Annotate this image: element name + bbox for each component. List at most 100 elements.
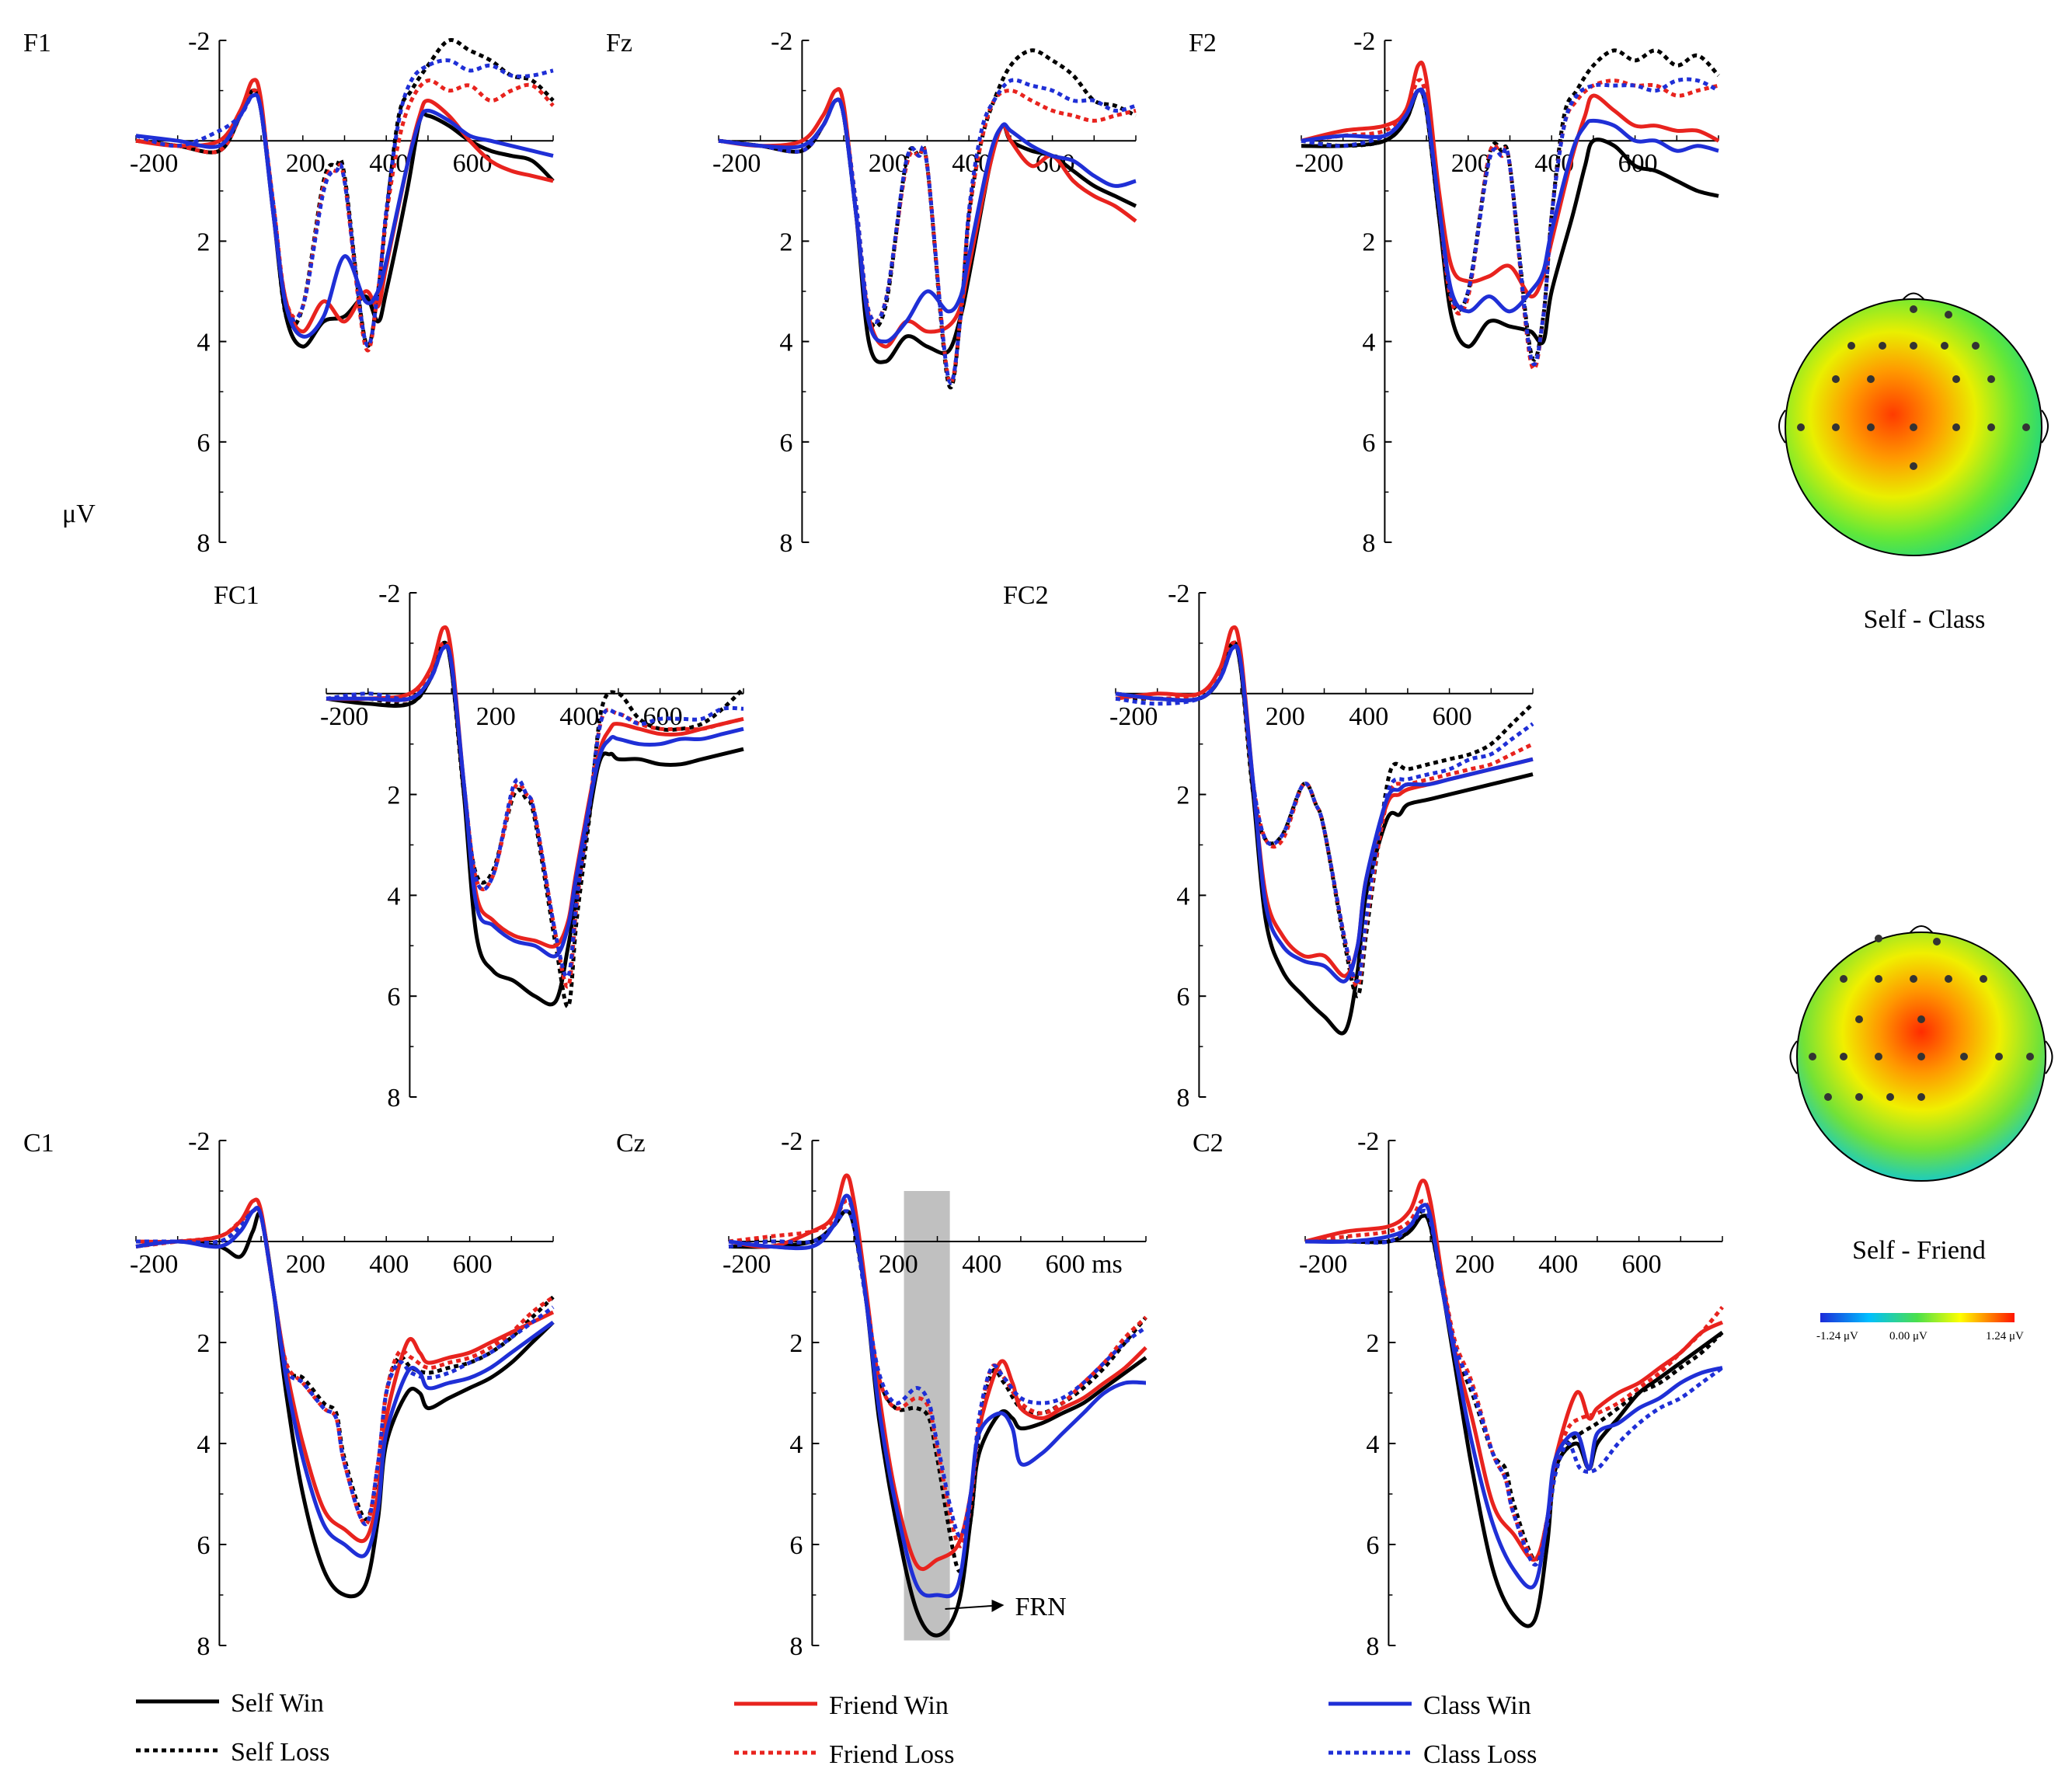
x-tick-label: 600 <box>1433 702 1472 731</box>
electrode-dot <box>1945 975 1952 983</box>
series-friend-win <box>1304 1179 1724 1562</box>
series-class-win <box>728 1193 1147 1599</box>
electrode-dot <box>1910 342 1917 350</box>
x-tick-label: 400 <box>1538 1250 1578 1279</box>
legend-item-self-win: Self Win <box>136 1689 324 1718</box>
y-tick-label: 2 <box>387 782 400 810</box>
x-tick-label: -200 <box>723 1250 771 1279</box>
series-class-win <box>1301 87 1719 314</box>
series-friend-win <box>728 1173 1147 1572</box>
legend: Self Win Self Loss Friend Win Friend Los… <box>136 1689 1537 1769</box>
legend-item-class-loss: Class Loss <box>1329 1740 1537 1769</box>
electrode-dot <box>1917 1053 1925 1060</box>
x-tick-label: 600 <box>453 149 493 178</box>
x-tick-label: 200 <box>476 702 516 731</box>
x-tick-label: 200 <box>869 149 908 178</box>
y-tick-label: 8 <box>1362 529 1375 558</box>
series-friend-win <box>135 78 554 334</box>
y-tick-label: -2 <box>771 27 792 56</box>
y-tick-label: 8 <box>197 529 210 558</box>
electrode-dot <box>1867 375 1875 383</box>
y-tick-label: -2 <box>378 580 400 608</box>
electrode-dot <box>1917 1093 1925 1101</box>
electrode-dot <box>1879 342 1886 350</box>
y-tick-label: 2 <box>779 228 792 256</box>
legend-label: Class Win <box>1423 1691 1531 1720</box>
electrode-dot <box>1840 1053 1847 1060</box>
electrode-dot <box>1941 342 1948 350</box>
y-tick-label: 8 <box>789 1632 803 1661</box>
y-tick-label: -2 <box>188 27 210 56</box>
y-tick-label: 8 <box>387 1084 400 1113</box>
y-tick-label: 4 <box>779 329 792 357</box>
series-class-loss <box>1301 77 1720 367</box>
erp-panel-c2: -2 2 4 6 8 -200 200 400 600 C2 <box>1193 1127 1724 1661</box>
x-tick-label: 200 <box>286 149 326 178</box>
y-tick-label: 4 <box>1362 329 1375 357</box>
series-class-win <box>1304 1203 1723 1590</box>
electrode-dot <box>2026 1053 2034 1060</box>
x-tick-label: 600 <box>1622 1250 1662 1279</box>
x-tick-label: -200 <box>130 149 178 178</box>
electrode-dot <box>1910 423 1917 431</box>
x-tick-label: 400 <box>559 702 599 731</box>
legend-label: Self Win <box>231 1689 324 1718</box>
y-tick-label: 6 <box>1176 983 1189 1012</box>
y-tick-label: -2 <box>1353 27 1375 56</box>
electrode-dot <box>1886 1093 1894 1101</box>
electrode-dot <box>1840 975 1847 983</box>
legend-label: Friend Loss <box>829 1740 955 1769</box>
colorbar-max-label: 1.24 μV <box>1986 1330 2024 1342</box>
y-tick-label: 2 <box>1362 228 1375 256</box>
electrode-dot <box>1809 1053 1816 1060</box>
panel-title: C2 <box>1193 1129 1224 1158</box>
topomap-self-class: Self - Class <box>1778 292 2049 634</box>
y-tick-label: 6 <box>779 429 792 458</box>
unit-label: μV <box>62 500 96 528</box>
electrode-dot <box>2022 423 2030 431</box>
y-tick-label: 8 <box>197 1632 210 1661</box>
y-tick-label: 2 <box>197 228 210 256</box>
electrode-dot <box>1933 938 1941 945</box>
series-self-loss <box>1301 48 1720 362</box>
electrode-dot <box>1952 423 1960 431</box>
electrode-dot <box>1832 375 1840 383</box>
x-tick-label: -200 <box>712 149 761 178</box>
y-tick-label: 6 <box>197 429 210 458</box>
y-tick-label: 4 <box>387 882 400 911</box>
panel-title: F2 <box>1189 29 1217 57</box>
electrode-dot <box>1875 1053 1882 1060</box>
electrode-dot <box>1910 305 1917 313</box>
x-tick-label: 200 <box>879 1250 918 1279</box>
y-tick-label: 8 <box>1176 1084 1189 1113</box>
electrode-dot <box>1855 1015 1863 1023</box>
frn-arrow <box>945 1605 992 1610</box>
electrode-dot <box>1824 1093 1832 1101</box>
series-self-win <box>135 1211 555 1599</box>
series-class-loss <box>718 78 1137 385</box>
colorbar-mid-label: 0.00 μV <box>1889 1330 1927 1342</box>
y-tick-label: 8 <box>779 529 792 558</box>
series-class-loss <box>1115 643 1534 984</box>
electrode-dot <box>1855 1093 1863 1101</box>
right-ear-icon <box>2045 1040 2053 1074</box>
x-tick-label: 600 ms <box>1046 1250 1123 1279</box>
panel-title: Cz <box>616 1129 646 1158</box>
electrode-dot <box>1910 462 1917 470</box>
series-friend-loss <box>728 1199 1147 1548</box>
x-tick-label: 400 <box>369 1250 409 1279</box>
electrode-dot <box>1987 423 1995 431</box>
y-tick-label: -2 <box>188 1127 210 1156</box>
y-tick-label: 6 <box>1362 429 1375 458</box>
y-tick-label: 6 <box>387 983 400 1012</box>
series-friend-loss <box>326 640 744 989</box>
series-friend-win <box>135 1197 555 1544</box>
colorbar: -1.24 μV 0.00 μV 1.24 μV <box>1816 1313 2024 1342</box>
right-ear-icon <box>2041 409 2049 444</box>
panel-title: F1 <box>23 29 51 57</box>
electrode-dot <box>1847 342 1855 350</box>
electrode-dot <box>1945 311 1952 319</box>
y-tick-label: 8 <box>1366 1632 1379 1661</box>
